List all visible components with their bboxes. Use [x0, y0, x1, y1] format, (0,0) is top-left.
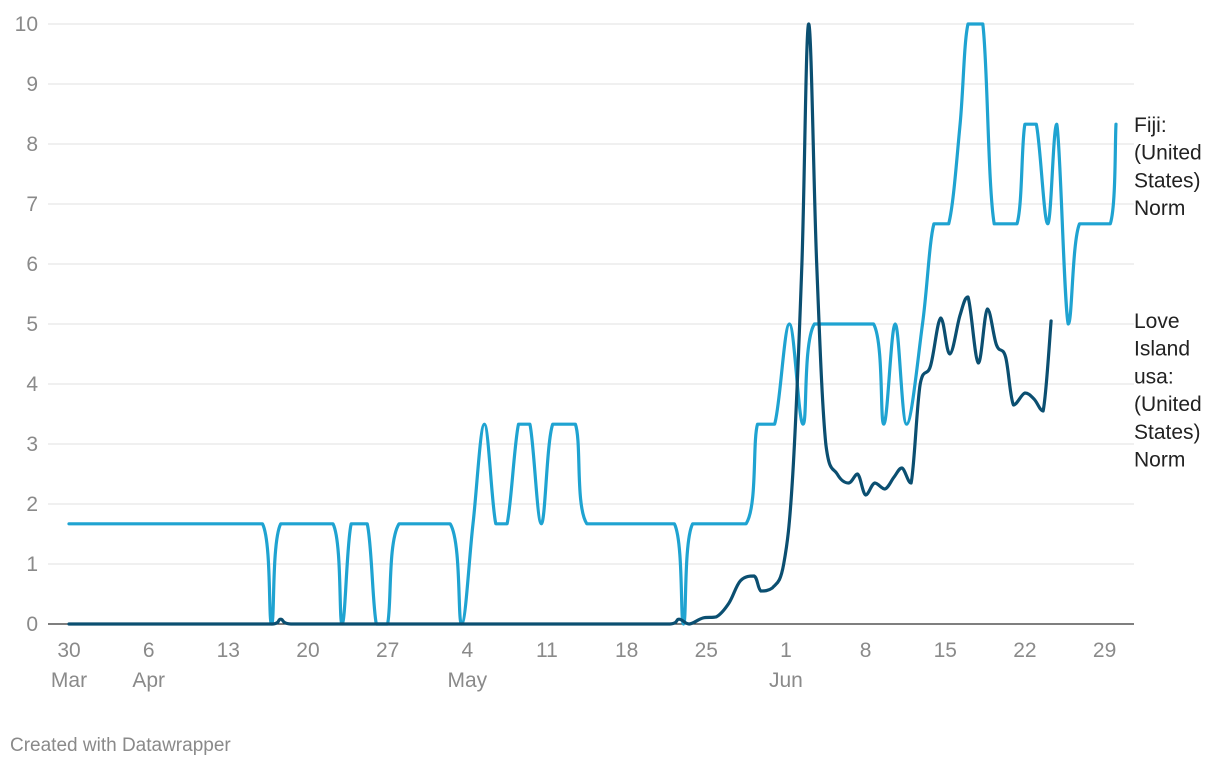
y-axis-ticks: 0 1 2 3 4 5 6 7 8 9 10 [15, 13, 39, 636]
x-tick-month-label: Jun [769, 669, 803, 692]
x-tick-label: 15 [934, 639, 957, 662]
x-tick-label: 22 [1013, 639, 1036, 662]
series-label-fiji: Fiji: [1134, 114, 1167, 137]
x-tick-label: 20 [296, 639, 319, 662]
y-tick-label: 0 [26, 613, 38, 636]
series-label-love-island-usa: States) [1134, 421, 1201, 444]
x-axis-ticks: 30 Mar 6 Apr 13 20 27 4 May 11 18 25 1 Jun 8 15 22 29 [51, 639, 1116, 692]
y-tick-label: 7 [26, 193, 38, 216]
datawrapper-credit: Created with Datawrapper [10, 735, 231, 756]
x-tick-label: 27 [376, 639, 399, 662]
y-tick-label: 3 [26, 433, 38, 456]
series-label-fiji: Norm [1134, 197, 1185, 220]
series-label-love-island-usa: usa: [1134, 365, 1174, 388]
x-tick-label: 18 [615, 639, 638, 662]
x-tick-month-label: Mar [51, 669, 87, 692]
x-tick-label: 6 [143, 639, 155, 662]
series-label-fiji: (United [1134, 142, 1202, 165]
series-label-love-island-usa: (United [1134, 393, 1202, 416]
x-tick-label: 30 [57, 639, 80, 662]
y-tick-label: 4 [26, 373, 38, 396]
y-tick-label: 1 [26, 553, 38, 576]
y-tick-label: 5 [26, 313, 38, 336]
x-tick-month-label: May [447, 669, 487, 692]
series-label-fiji: States) [1134, 169, 1201, 192]
x-tick-label: 11 [536, 639, 558, 662]
series-label-love-island-usa: Norm [1134, 449, 1185, 472]
y-tick-label: 6 [26, 253, 38, 276]
x-tick-label: 8 [860, 639, 872, 662]
series-lines [67, 22, 1118, 626]
y-tick-label: 8 [26, 133, 38, 156]
grid-lines [48, 23, 1134, 625]
series-label-love-island-usa: Love [1134, 310, 1180, 333]
x-tick-month-label: Apr [132, 669, 165, 692]
series-label-love-island-usa: Island [1134, 338, 1190, 361]
y-tick-label: 10 [15, 13, 38, 36]
series-line-love-island-usa [67, 22, 1053, 626]
y-tick-label: 2 [26, 493, 38, 516]
x-tick-label: 4 [461, 639, 473, 662]
x-tick-label: 25 [695, 639, 718, 662]
y-tick-label: 9 [26, 73, 38, 96]
x-tick-label: 29 [1093, 639, 1116, 662]
series-labels: Fiji: (United States) Norm Love Island usa: (Un… [1134, 114, 1202, 472]
x-tick-label: 1 [780, 639, 792, 662]
x-tick-label: 13 [217, 639, 240, 662]
